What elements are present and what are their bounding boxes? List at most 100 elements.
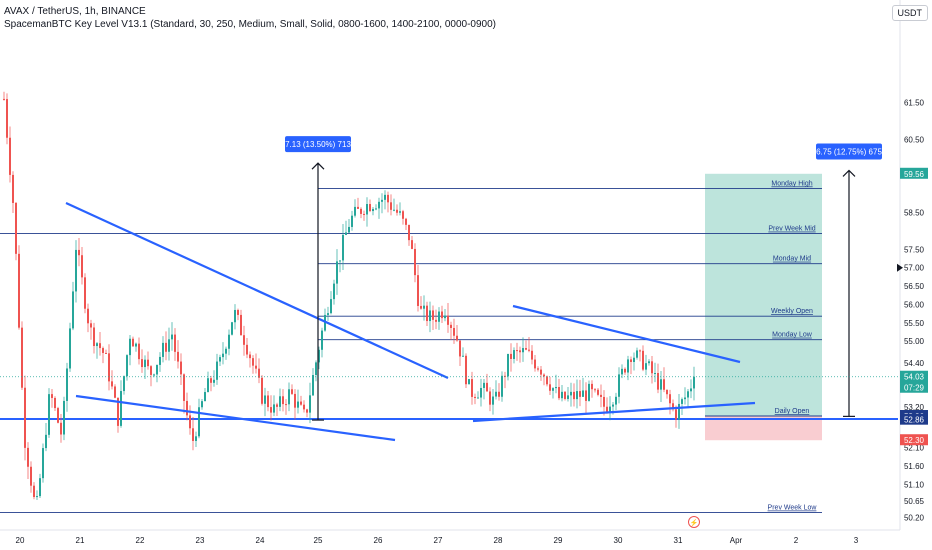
candle-body: [183, 374, 185, 401]
candle-body: [612, 404, 614, 407]
candle-body: [654, 373, 656, 375]
candle-body: [537, 368, 539, 370]
candle-body: [402, 211, 404, 219]
candle-body: [252, 358, 254, 366]
candle-body: [192, 428, 194, 441]
candle-body: [60, 422, 62, 435]
candle-body: [246, 344, 248, 355]
candle-body: [111, 381, 113, 387]
candle-body: [441, 311, 443, 319]
candle-body: [657, 373, 659, 390]
price-badge: [900, 370, 928, 393]
candle-body: [540, 369, 542, 375]
candle-body: [486, 382, 488, 392]
candle-body: [447, 315, 449, 325]
y-tick-label: 54.40: [904, 359, 925, 368]
candle-body: [414, 248, 416, 276]
candle-body: [399, 211, 401, 213]
y-tick-label: 55.00: [904, 337, 925, 346]
candle-body: [288, 389, 290, 405]
candle-body: [477, 397, 479, 399]
candle-body: [9, 137, 11, 175]
candle-body: [180, 361, 182, 375]
measure-label-box: [816, 143, 882, 160]
candle-body: [126, 355, 128, 377]
candle-body: [33, 485, 35, 498]
candle-body: [636, 350, 638, 358]
y-tick-label: 50.20: [904, 513, 925, 522]
x-tick-label: 28: [494, 536, 503, 545]
candle-body: [603, 396, 605, 407]
y-tick-label: 57.00: [904, 264, 925, 273]
y-tick-label: 50.65: [904, 497, 925, 506]
candle-body: [438, 311, 440, 322]
key-level-label: Monday Low: [772, 332, 813, 339]
candle-body: [312, 375, 314, 396]
candle-body: [663, 379, 665, 390]
candle-body: [678, 403, 680, 420]
candle-body: [369, 204, 371, 212]
candle-body: [543, 374, 545, 377]
key-level-label: Weekly Open: [771, 308, 813, 315]
currency-button[interactable]: USDT: [891, 5, 928, 21]
candle-body: [360, 208, 362, 214]
candle-body: [666, 389, 668, 395]
candle-body: [3, 98, 5, 100]
candle-body: [522, 348, 524, 353]
candle-body: [582, 390, 584, 397]
trendline: [512, 304, 741, 364]
candle-body: [378, 201, 380, 209]
candle-body: [597, 389, 599, 395]
measure-label: 6.75 (12.75%) 675: [816, 147, 882, 156]
candle-body: [135, 343, 137, 347]
candle-body: [237, 309, 239, 315]
candle-body: [591, 383, 593, 390]
candle-body: [93, 327, 95, 347]
candle-body: [42, 448, 44, 479]
candle-body: [24, 387, 26, 448]
candle-body: [66, 368, 68, 401]
candle-body: [117, 397, 119, 426]
candle-body: [585, 390, 587, 401]
candle-body: [165, 342, 167, 352]
candle-body: [669, 394, 671, 404]
candle-body: [357, 206, 359, 209]
candle-body: [240, 314, 242, 336]
candle-body: [255, 365, 257, 369]
candle-body: [198, 407, 200, 437]
candle-body: [375, 208, 377, 210]
y-tick-label: 60.50: [904, 135, 925, 144]
candle-body: [177, 351, 179, 362]
candle-body: [687, 391, 689, 398]
candle-body: [105, 352, 107, 354]
candle-body: [231, 322, 233, 335]
candle-body: [366, 204, 368, 215]
candle-body: [480, 387, 482, 398]
candle-body: [159, 356, 161, 365]
candle-body: [348, 226, 350, 233]
candle-body: [615, 396, 617, 405]
candle-body: [573, 391, 575, 400]
candle-body: [690, 388, 692, 392]
price-badge: [900, 434, 928, 446]
candle-body: [675, 409, 677, 420]
candle-body: [333, 283, 335, 300]
candle-body: [285, 404, 287, 406]
candle-body: [120, 391, 122, 426]
target-zone: [705, 173, 822, 417]
candle-body: [336, 261, 338, 284]
x-tick-label: 30: [614, 536, 623, 545]
x-tick-label: 21: [76, 536, 85, 545]
y-tick-label: 52.10: [904, 444, 925, 453]
candle-body: [114, 386, 116, 398]
candle-body: [510, 353, 512, 359]
candle-body: [639, 350, 641, 352]
candle-body: [108, 353, 110, 382]
candle-body: [651, 361, 653, 374]
candle-body: [660, 379, 662, 390]
candle-body: [405, 218, 407, 225]
candle-body: [390, 202, 392, 210]
candle-body: [684, 397, 686, 400]
candle-body: [132, 338, 134, 347]
